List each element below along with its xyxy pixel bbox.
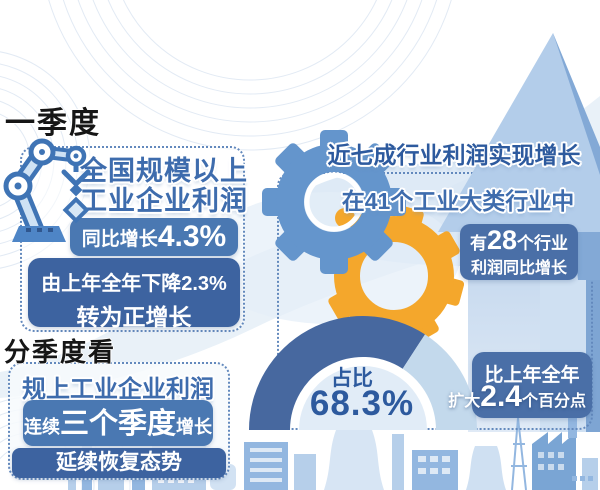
industry-panel	[277, 172, 593, 430]
factory-sawtooth	[532, 432, 576, 490]
industry-compare-badge: 比上年全年 扩大2.4个百分点	[448, 352, 592, 418]
gauge-segment-filled	[249, 315, 425, 430]
q1-headline-line2: 工业企业利润	[80, 186, 248, 216]
streak-suffix: 增长	[176, 417, 212, 437]
count-suffix: 个行业	[517, 233, 569, 253]
quarterly-headline: 规上工业企业利润	[22, 376, 214, 403]
cooling-tower	[324, 430, 384, 490]
quarterly-streak-badge: 连续 三个季度 增长	[23, 400, 213, 446]
q1-growth-value: 4.3%	[157, 220, 227, 253]
robot-arm-icon	[3, 138, 91, 242]
streak-prefix: 连续	[23, 417, 60, 437]
count-value: 28	[486, 224, 518, 255]
q1-section-title: 一季度	[5, 107, 101, 140]
q1-panel: 全国规模以上 工业企业利润 同比增长 4.3% 由上年全年下降2.3% 转为正增长	[20, 146, 248, 332]
up-arrow-graphic	[438, 33, 600, 280]
compare-line1: 比上年全年	[484, 365, 580, 386]
compare-line2: 扩大2.4个百分点	[448, 380, 586, 414]
cooling-tower-small	[466, 446, 506, 490]
q1-growth-badge: 同比增长 4.3%	[70, 218, 238, 256]
quarterly-section-title: 分季度看	[4, 337, 117, 367]
industry-title: 近七成行业利润实现增长	[327, 142, 581, 168]
compare-suffix: 个百分点	[521, 393, 586, 410]
industry-subtitle: 在41个工业大类行业中	[341, 188, 575, 214]
streak-highlight: 三个季度	[59, 408, 176, 440]
gauge-segment-rest	[402, 334, 477, 430]
quarterly-note-badge: 延续恢复态势	[12, 448, 226, 478]
q1-growth-prefix: 同比增长	[81, 228, 158, 250]
q1-headline-line1: 全国规模以上	[80, 156, 248, 186]
lattice-mast	[511, 417, 527, 490]
gear-icon-blue	[262, 130, 406, 274]
compare-value: 2.4	[480, 380, 522, 413]
q1-note-line2: 转为正增长	[76, 304, 192, 330]
q1-headline: 全国规模以上 工业企业利润	[80, 156, 248, 216]
count-prefix: 有	[469, 233, 487, 253]
q1-note-badge: 由上年全年下降2.3% 转为正增长	[28, 258, 240, 330]
compare-prefix: 扩大	[448, 393, 481, 410]
gauge-center-label: 占比	[331, 367, 373, 390]
gauge-center-value: 68.3%	[309, 384, 415, 423]
industry-count-badge: 有28个行业 利润同比增长	[460, 224, 578, 280]
count-line2: 利润同比增长	[470, 259, 567, 277]
gauge-chart	[249, 315, 477, 430]
quarterly-panel: 规上工业企业利润 连续 三个季度 增长 延续恢复态势	[8, 362, 230, 480]
gears-graphic	[262, 130, 464, 347]
q1-note-line1: 由上年全年下降2.3%	[41, 273, 227, 295]
